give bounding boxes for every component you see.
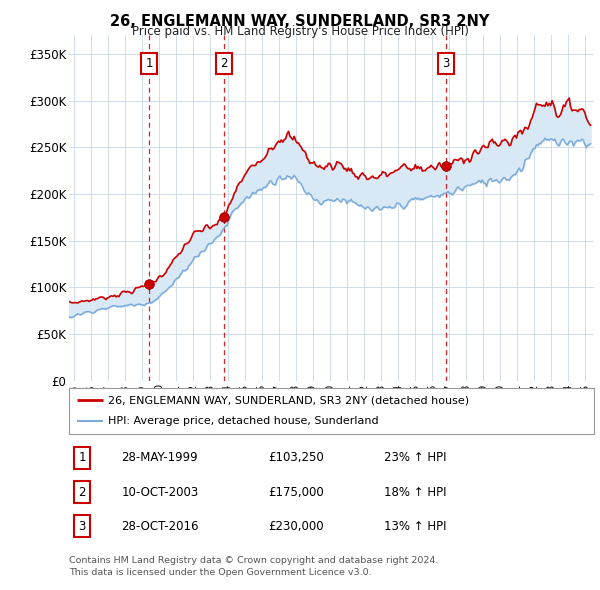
Text: £175,000: £175,000 [269, 486, 324, 499]
Text: 26, ENGLEMANN WAY, SUNDERLAND, SR3 2NY (detached house): 26, ENGLEMANN WAY, SUNDERLAND, SR3 2NY (… [109, 395, 470, 405]
Text: 13% ↑ HPI: 13% ↑ HPI [384, 520, 446, 533]
Text: Contains HM Land Registry data © Crown copyright and database right 2024.
This d: Contains HM Land Registry data © Crown c… [69, 556, 439, 576]
Text: 1: 1 [79, 451, 86, 464]
Text: 28-OCT-2016: 28-OCT-2016 [121, 520, 199, 533]
Text: HPI: Average price, detached house, Sunderland: HPI: Average price, detached house, Sund… [109, 416, 379, 426]
Text: 1: 1 [146, 57, 153, 70]
Text: 26, ENGLEMANN WAY, SUNDERLAND, SR3 2NY: 26, ENGLEMANN WAY, SUNDERLAND, SR3 2NY [110, 14, 490, 28]
Text: £103,250: £103,250 [269, 451, 324, 464]
Text: 3: 3 [79, 520, 86, 533]
Text: Price paid vs. HM Land Registry's House Price Index (HPI): Price paid vs. HM Land Registry's House … [131, 25, 469, 38]
Text: 2: 2 [220, 57, 227, 70]
Text: 10-OCT-2003: 10-OCT-2003 [121, 486, 199, 499]
Text: 3: 3 [443, 57, 450, 70]
Text: 2: 2 [79, 486, 86, 499]
Text: 18% ↑ HPI: 18% ↑ HPI [384, 486, 446, 499]
Text: 23% ↑ HPI: 23% ↑ HPI [384, 451, 446, 464]
Text: 28-MAY-1999: 28-MAY-1999 [121, 451, 198, 464]
Text: £230,000: £230,000 [269, 520, 324, 533]
